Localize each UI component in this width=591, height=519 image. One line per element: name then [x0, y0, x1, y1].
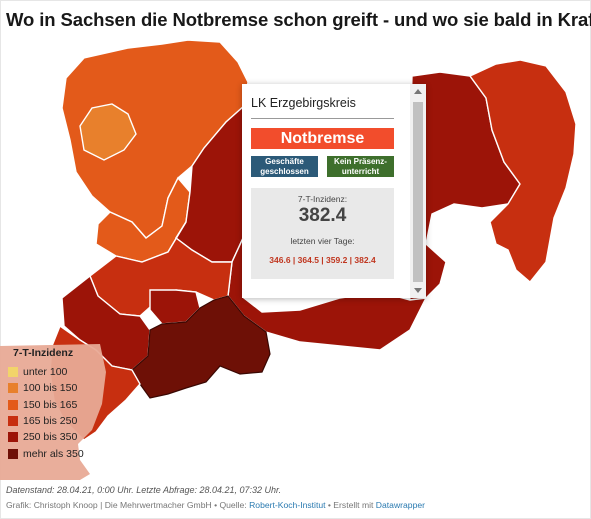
- tag-shops-closed: Geschäfte geschlossen: [251, 156, 318, 177]
- legend-label: 150 bis 165: [23, 398, 78, 411]
- legend-item-100bis150: 100 bis 150: [6, 380, 106, 396]
- region-erzgebirgskreis[interactable]: [131, 295, 271, 399]
- region-tooltip: LK Erzgebirgskreis Notbremse Geschäfte g…: [242, 84, 426, 298]
- tooltip-scrollbar[interactable]: [410, 84, 426, 298]
- legend-label: 100 bis 150: [23, 382, 78, 395]
- legend-item-165bis250: 165 bis 250: [6, 413, 106, 429]
- data-status-note: Datenstand: 28.04.21, 0:00 Uhr. Letzte A…: [6, 485, 282, 495]
- scroll-down-arrow-icon[interactable]: [414, 288, 422, 293]
- datawrapper-link[interactable]: Datawrapper: [375, 500, 425, 510]
- legend-swatch: [8, 416, 18, 427]
- incidence-box: 7-T-Inzidenz: 382.4 letzten vier Tage: 3…: [251, 188, 394, 279]
- incidence-label: 7-T-Inzidenz:: [297, 194, 348, 204]
- legend-item-250bis350: 250 bis 350: [6, 429, 106, 445]
- legend-swatch: [8, 448, 18, 459]
- scroll-up-arrow-icon[interactable]: [414, 89, 422, 94]
- tooltip-title: LK Erzgebirgskreis: [251, 96, 356, 110]
- status-badge: Notbremse: [251, 128, 394, 149]
- legend-swatch: [8, 432, 18, 443]
- region-leipzig-stadt[interactable]: [79, 103, 137, 161]
- chart-title: Wo in Sachsen die Notbremse schon greift…: [6, 9, 591, 30]
- credit-line: Grafik: Christoph Knoop | Die Mehrwertma…: [6, 500, 425, 510]
- credit-mid: • Erstellt mit: [325, 500, 376, 510]
- region-goerlitz[interactable]: [468, 59, 577, 284]
- legend-swatch: [8, 399, 18, 410]
- legend-label: unter 100: [23, 366, 68, 379]
- legend-swatch: [8, 383, 18, 394]
- legend-label: 250 bis 350: [23, 431, 78, 444]
- legend-swatch: [8, 367, 18, 378]
- source-link[interactable]: Robert-Koch-Institut: [249, 500, 326, 510]
- tag-no-school: Kein Präsenz-unterricht: [327, 156, 394, 177]
- legend: 7-T-Inzidenz unter 100 100 bis 150 150 b…: [6, 347, 106, 462]
- legend-label: 165 bis 250: [23, 415, 78, 428]
- scrollbar-thumb[interactable]: [413, 102, 423, 282]
- incidence-value: 382.4: [298, 205, 347, 226]
- legend-highlight-area: [0, 344, 106, 480]
- tooltip-divider: [251, 118, 394, 119]
- last-days-label: letzten vier Tage:: [290, 236, 355, 246]
- legend-item-150bis165: 150 bis 165: [6, 397, 106, 413]
- legend-item-unter100: unter 100: [6, 364, 106, 380]
- credit-prefix: Grafik: Christoph Knoop | Die Mehrwertma…: [6, 500, 250, 510]
- last-days-values: 346.6 | 364.5 | 359.2 | 382.4: [269, 255, 376, 265]
- legend-title: 7-T-Inzidenz: [13, 347, 74, 359]
- legend-item-mehr350: mehr als 350: [6, 445, 106, 461]
- legend-label: mehr als 350: [23, 447, 84, 460]
